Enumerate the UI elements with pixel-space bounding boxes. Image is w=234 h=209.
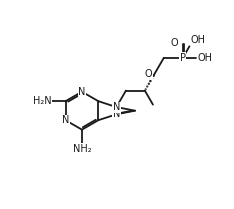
- Text: O: O: [145, 69, 152, 79]
- Text: OH: OH: [190, 35, 205, 45]
- Circle shape: [153, 75, 154, 76]
- Text: N: N: [78, 87, 86, 97]
- Text: NH₂: NH₂: [73, 144, 91, 154]
- Circle shape: [150, 80, 151, 82]
- Text: P: P: [180, 53, 186, 63]
- Circle shape: [147, 86, 148, 87]
- Text: N: N: [113, 102, 120, 112]
- Text: H₂N: H₂N: [33, 96, 51, 106]
- Text: OH: OH: [197, 53, 212, 63]
- Text: O: O: [171, 37, 178, 47]
- Text: N: N: [62, 115, 69, 125]
- Circle shape: [148, 83, 149, 84]
- Circle shape: [151, 78, 153, 79]
- Text: N: N: [113, 109, 120, 119]
